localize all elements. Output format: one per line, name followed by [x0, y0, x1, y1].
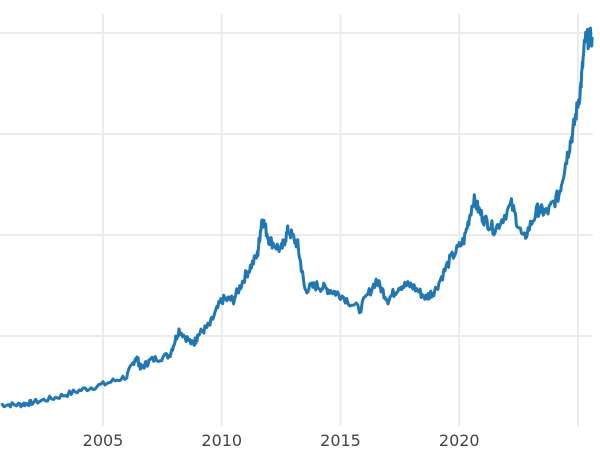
x-tick-label: 2015 — [320, 431, 361, 450]
x-tick-label: 2010 — [201, 431, 242, 450]
series-line — [0, 26, 594, 409]
x-tick-label: 2020 — [439, 431, 480, 450]
x-tick-label: 2005 — [83, 431, 124, 450]
